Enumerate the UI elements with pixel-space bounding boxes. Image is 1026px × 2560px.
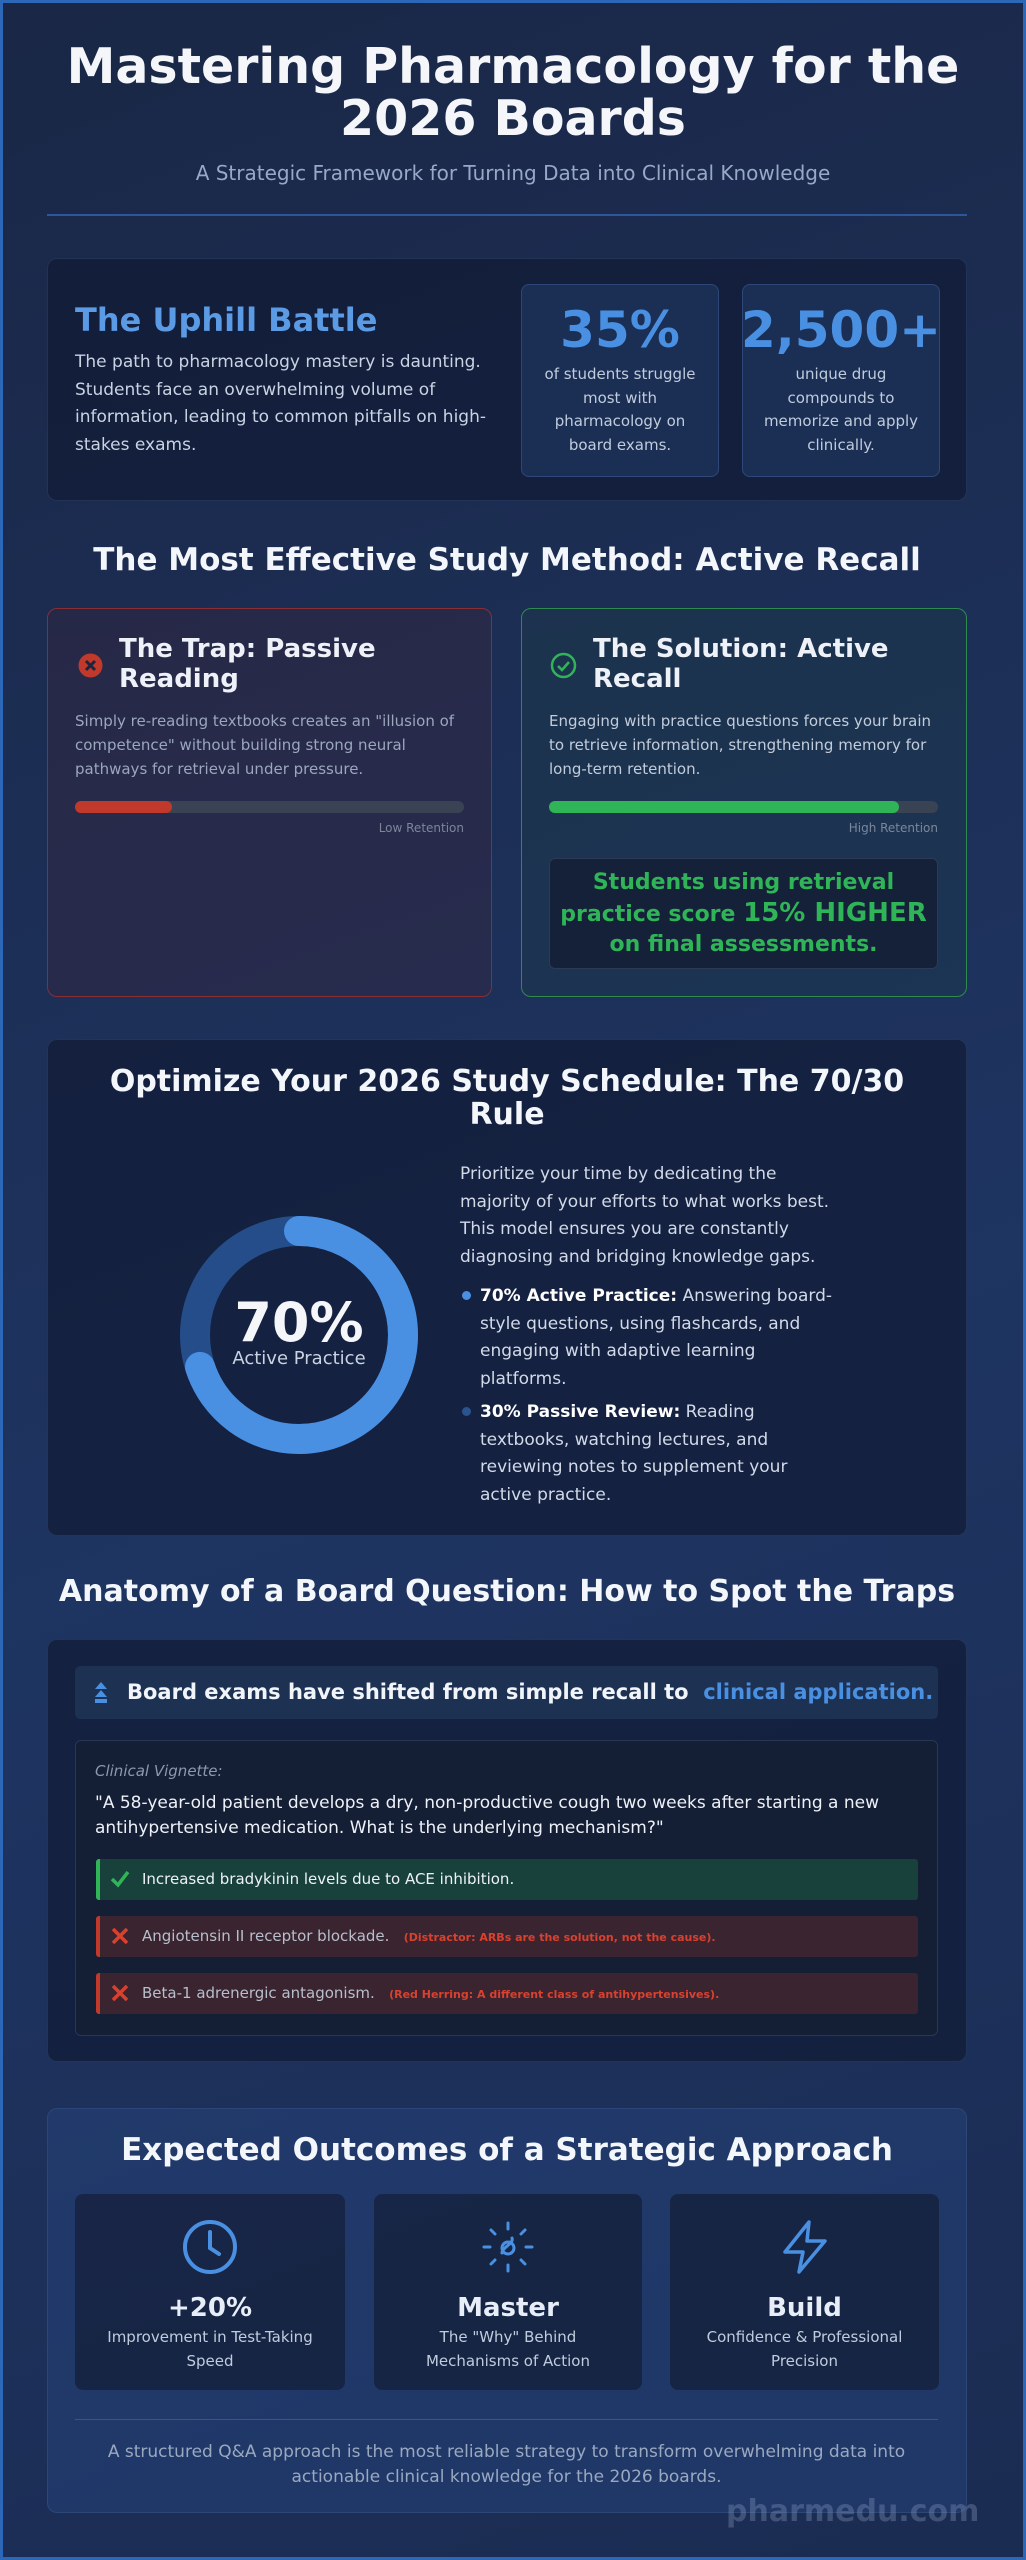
schedule-intro: Prioritize your time by dedicating the m… (460, 1164, 830, 1267)
option-note: (Red Herring: A different class of antih… (389, 1988, 720, 2001)
retention-track (75, 801, 464, 813)
section-title: Optimize Your 2026 Study Schedule: The 7… (109, 1064, 905, 1132)
divider (75, 2419, 938, 2420)
option: Angiotensin II receptor blockade. (Distr… (96, 1916, 918, 1957)
donut-arc (180, 1216, 418, 1454)
donut-caption: Active Practice (232, 1348, 366, 1369)
stat-label: unique drug compounds to memorize and ap… (763, 365, 919, 454)
x-icon (111, 1927, 129, 1945)
subtitle: A Strategic Framework for Turning Data i… (195, 161, 831, 185)
option-text: Increased bradykinin levels due to ACE i… (142, 1870, 515, 1888)
schedule-card (47, 1039, 967, 1536)
arrows-icon (95, 1682, 107, 1703)
banner (75, 1666, 938, 1719)
callout-text: Students using retrieval practice score (560, 870, 895, 927)
section-title: Expected Outcomes of a Strategic Approac… (121, 2132, 893, 2168)
bolt-icon (783, 2220, 827, 2274)
section-title: The Most Effective Study Method: Active … (93, 542, 921, 578)
footer-text: A structured Q&A approach is the most re… (107, 2442, 906, 2487)
bullet-term: 70% Active Practice: (480, 1286, 678, 1306)
vignette: "A 58-year-old patient develops a dry, n… (95, 1793, 880, 1838)
challenge-text: The path to pharmacology mastery is daun… (75, 352, 486, 455)
stat-value: 35% (560, 301, 680, 359)
stat-label: of students struggle most with pharmacol… (544, 365, 696, 454)
option-text: Angiotensin II receptor blockade. (142, 1927, 390, 1945)
x-icon (78, 653, 103, 678)
outcome-value: Master (457, 2293, 559, 2323)
outcome-text: Improvement in Test-Taking Speed (107, 2328, 313, 2370)
bullet-term: 30% Passive Review: (480, 1402, 681, 1422)
solution-title: The Solution: Active Recall (593, 634, 889, 694)
callout: Students using retrieval practice score … (559, 868, 928, 960)
clock-icon (183, 2220, 237, 2274)
option-text: Beta-1 adrenergic antagonism. (142, 1984, 375, 2002)
solution-text: Engaging with practice questions forces … (549, 712, 931, 778)
check-icon (550, 652, 577, 679)
outcome-text: The "Why" Behind Mechanisms of Action (425, 2328, 590, 2370)
outcome-value: Build (767, 2293, 842, 2323)
stat-value: 2,500+ (740, 301, 942, 359)
section-title: Anatomy of a Board Question: How to Spot… (58, 1574, 956, 1609)
bullet: 70% Active Practice: Answering board-sty… (480, 1283, 840, 1393)
retention-track (549, 801, 938, 813)
x-icon (111, 1984, 129, 2002)
banner-text: Board exams have shifted from simple rec… (127, 1680, 689, 1704)
watermark: pharmedu.com (726, 2494, 980, 2529)
option: Beta-1 adrenergic antagonism. (Red Herri… (96, 1973, 918, 2014)
callout-box (549, 858, 938, 969)
bullet-dot (462, 1291, 471, 1300)
donut-value: 70% (234, 1291, 364, 1354)
title: Mastering Pharmacology for the 2026 Boar… (66, 38, 960, 147)
stat-box (521, 284, 719, 477)
trap-text: Simply re-reading textbooks creates an "… (75, 712, 455, 778)
bullet-dot (462, 1407, 471, 1416)
banner-text: Board exams have shifted from simple rec… (127, 1680, 933, 1704)
stat-box (742, 284, 940, 477)
outcome-text: Confidence & Professional Precision (706, 2328, 903, 2370)
retention-bar (75, 801, 173, 813)
bullet: 30% Passive Review: Reading textbooks, w… (480, 1399, 840, 1509)
retention-label: High Retention (848, 821, 938, 835)
outcome-box (75, 2194, 345, 2390)
callout-text: on final assessments. (609, 932, 878, 957)
retention-label: Low Retention (378, 821, 464, 835)
bullet-text: Reading textbooks, watching lectures, an… (480, 1402, 788, 1505)
option: Increased bradykinin levels due to ACE i… (96, 1859, 918, 1900)
vignette-label: Clinical Vignette: (95, 1762, 223, 1780)
trap-title: The Trap: Passive Reading (119, 634, 376, 694)
retention-bar (549, 801, 900, 813)
callout-highlight: 15% HIGHER (743, 898, 927, 928)
donut-chart (180, 1216, 418, 1454)
bullet-text: Answering board-style questions, using f… (480, 1286, 833, 1389)
divider (47, 214, 967, 216)
banner-highlight: clinical application. (703, 1680, 934, 1704)
check-icon (110, 1870, 130, 1888)
option-note: (Distractor: ARBs are the solution, not … (403, 1931, 716, 1944)
challenge-title: The Uphill Battle (75, 301, 378, 339)
outcome-value: +20% (167, 2293, 253, 2323)
idea-icon (482, 2221, 534, 2273)
